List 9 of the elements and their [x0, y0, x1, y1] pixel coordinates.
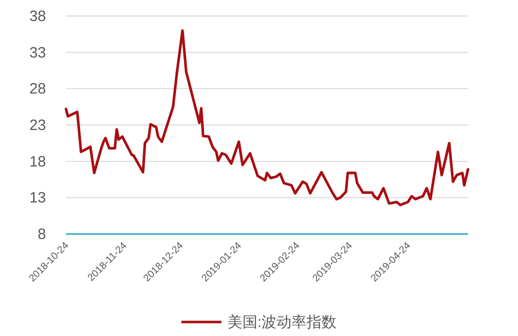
line-series — [64, 29, 470, 206]
y-tick-label: 28 — [29, 80, 46, 98]
y-tick-label: 18 — [29, 153, 46, 170]
y-tick-label: 23 — [29, 117, 46, 134]
legend-label: 美国:波动率指数 — [227, 314, 337, 331]
y-tick-label: 33 — [29, 44, 46, 62]
y-tick-label: 38 — [29, 8, 46, 25]
y-tick-label: 8 — [38, 226, 46, 243]
y-tick-label: 13 — [29, 190, 46, 207]
